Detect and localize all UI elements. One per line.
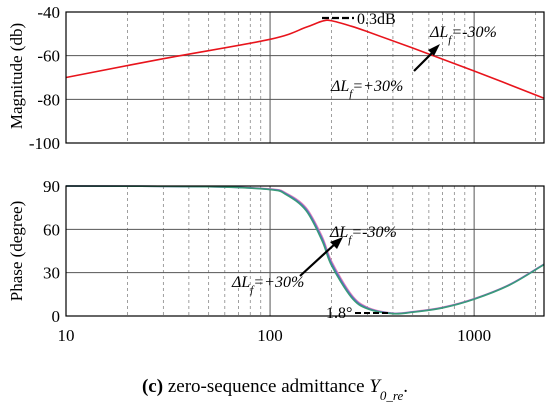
phase-panel: 90 60 30 0 10 100 1000 Phase (degree) ΔLf=-30… <box>7 177 545 345</box>
y-tick-label: 60 <box>43 220 60 239</box>
magnitude-arrow-head <box>428 44 440 56</box>
series-line <box>65 185 545 315</box>
phase-arrow-head <box>330 237 343 249</box>
x-tick-label: 100 <box>257 326 283 345</box>
magnitude-arrow <box>413 50 435 72</box>
magnitude-plot-frame <box>65 11 545 144</box>
magnitude-y-ticks: -40 -60 -80 -100 <box>29 3 60 153</box>
series-line <box>65 185 545 315</box>
magnitude-annotation-plus: ΔLf=+30% <box>330 78 403 100</box>
y-tick-label: -80 <box>37 90 60 109</box>
phase-x-ticks: 10 100 1000 <box>58 326 492 345</box>
y-tick-label: -100 <box>29 134 60 153</box>
y-tick-label: 0 <box>52 307 61 326</box>
phase-annotation-minus: ΔLf=-30% <box>329 224 397 246</box>
magnitude-grid <box>66 12 544 143</box>
x-tick-label: 10 <box>58 326 75 345</box>
phase-lines <box>65 185 545 315</box>
phase-y-axis-label: Phase (degree) <box>7 201 26 302</box>
phase-annotation-plus: ΔLf=+30% <box>231 274 304 296</box>
series-line <box>65 19 545 99</box>
phase-arrow <box>299 242 337 277</box>
magnitude-lines <box>65 19 545 99</box>
minimum-phase-label: 1.8° <box>326 305 352 322</box>
peak-marker-label: 0.3dB <box>357 11 396 28</box>
series-line <box>65 185 545 315</box>
x-tick-label: 1000 <box>457 326 491 345</box>
y-tick-label: -40 <box>37 3 60 22</box>
phase-plot-frame <box>65 185 545 317</box>
figure-caption: (c) zero-sequence admittance Y0_re. <box>142 376 408 402</box>
phase-y-ticks: 90 60 30 0 <box>43 177 60 326</box>
y-tick-label: 30 <box>43 264 60 283</box>
y-tick-label: -60 <box>37 47 60 66</box>
magnitude-panel: -40 -60 -80 -100 Magnitude (db) 0.3dB ΔLf=-… <box>7 3 545 153</box>
magnitude-annotation-minus: ΔLf=-30% <box>429 24 497 46</box>
y-tick-label: 90 <box>43 177 60 196</box>
magnitude-y-axis-label: Magnitude (db) <box>7 23 26 129</box>
